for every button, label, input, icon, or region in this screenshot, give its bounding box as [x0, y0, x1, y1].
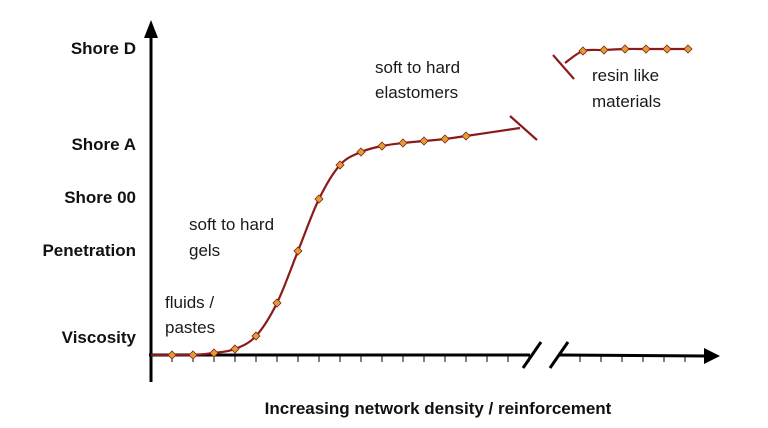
diamond-marker-icon — [272, 298, 282, 308]
axis-break-mark-right — [548, 341, 570, 369]
y-axis-arrow-icon — [144, 20, 158, 38]
diamond-marker-icon — [251, 331, 261, 341]
curve-break-mark-right — [552, 54, 575, 80]
annotation-fluids-line2: pastes — [165, 318, 215, 337]
diamond-marker-icon — [641, 44, 651, 54]
diamond-marker-icon — [377, 141, 387, 151]
data-markers — [167, 44, 693, 360]
diamond-marker-icon — [419, 136, 429, 146]
diamond-marker-icon — [620, 44, 630, 54]
curve-break-mark-left — [509, 115, 538, 141]
diamond-marker-icon — [335, 160, 345, 170]
annotation-elastomers-line2: elastomers — [375, 83, 458, 102]
annotation-fluids-line1: fluids / — [165, 293, 214, 312]
y-label-shore-00: Shore 00 — [64, 188, 136, 207]
x-axis-arrow-icon — [704, 348, 720, 364]
diamond-marker-icon — [209, 348, 219, 358]
diamond-marker-icon — [578, 46, 588, 56]
diamond-marker-icon — [314, 194, 324, 204]
diamond-marker-icon — [356, 147, 366, 157]
diamond-marker-icon — [167, 350, 177, 360]
x-axis-continued — [559, 353, 707, 358]
diamond-marker-icon — [461, 131, 471, 141]
y-label-viscosity: Viscosity — [62, 328, 137, 347]
diamond-marker-icon — [662, 44, 672, 54]
diamond-marker-icon — [398, 138, 408, 148]
y-label-penetration: Penetration — [42, 241, 136, 260]
diamond-marker-icon — [293, 246, 303, 256]
diamond-marker-icon — [230, 344, 240, 354]
annotation-resin-line2: materials — [592, 92, 661, 111]
x-axis-label: Increasing network density / reinforceme… — [265, 399, 612, 418]
annotation-gels-line1: soft to hard — [189, 215, 274, 234]
annotation-gels-line2: gels — [189, 241, 220, 260]
diamond-marker-icon — [683, 44, 693, 54]
y-label-shore-a: Shore A — [71, 135, 136, 154]
annotation-elastomers-line1: soft to hard — [375, 58, 460, 77]
diamond-marker-icon — [188, 350, 198, 360]
axis-break-mark-left — [521, 341, 543, 369]
diamond-marker-icon — [599, 45, 609, 55]
y-label-shore-d: Shore D — [71, 39, 136, 58]
annotation-resin-line1: resin like — [592, 66, 659, 85]
diamond-marker-icon — [440, 134, 450, 144]
